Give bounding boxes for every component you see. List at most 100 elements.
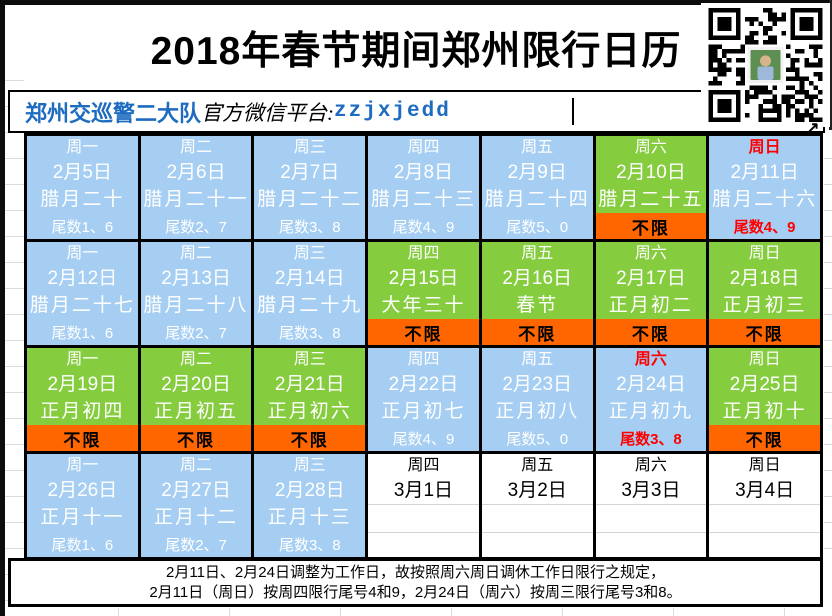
top-frame-border [0, 0, 832, 5]
date-label: 2月8日 [393, 162, 454, 183]
lunar-date-label: 正月初八 [495, 401, 580, 422]
lunar-date-label: 正月初五 [154, 401, 239, 422]
lunar-date-label: 正月初二 [608, 295, 693, 316]
date-label: 2月13日 [161, 268, 231, 289]
restriction-label: 不限 [595, 319, 707, 345]
restriction-label: 尾数4、9 [392, 430, 455, 448]
calendar-day-cell[interactable]: 周二 2月6日 腊月二十一 尾数2、7 [140, 136, 252, 239]
calendar-day-cell[interactable]: 周五 2月16日 春节 不限 [481, 242, 593, 345]
calendar-day-cell[interactable]: 周日 3月4日 [709, 454, 820, 557]
restriction-label: 尾数2、7 [165, 536, 227, 554]
lunar-date-label: 腊月二十五 [598, 189, 704, 210]
date-label: 3月3日 [621, 480, 681, 501]
weekday-label: 周四 [407, 351, 440, 368]
weekday-label: 周一 [66, 139, 99, 156]
restriction-label: 尾数1、6 [51, 324, 114, 342]
weekday-label: 周日 [748, 245, 781, 262]
restriction-label: 尾数4、9 [392, 218, 455, 236]
date-label: 2月11日 [730, 162, 799, 183]
date-label: 3月4日 [735, 480, 795, 501]
right-gridline-gutter [824, 133, 832, 560]
calendar-day-cell[interactable]: 周三 2月14日 腊月二十九 尾数3、8 [254, 242, 366, 345]
restriction-label: 尾数1、6 [51, 536, 114, 554]
calendar-day-cell[interactable]: 周四 3月1日 [368, 454, 479, 557]
calendar-day-cell[interactable]: 周四 2月8日 腊月二十三 尾数4、9 [368, 136, 479, 239]
lunar-date-label: 正月十二 [154, 507, 239, 528]
date-label: 2月16日 [502, 268, 573, 289]
lunar-date-label [595, 504, 707, 532]
calendar-day-cell[interactable]: 周六 2月17日 正月初二 不限 [595, 242, 707, 345]
weekday-label: 周三 [293, 245, 326, 262]
calendar-day-cell[interactable]: 周日 2月18日正月初三不限 [709, 242, 820, 345]
footer-note: 2月11日、2月24日调整为工作日，故按照周六周日调休工作日限行之规定， 2月1… [8, 558, 823, 607]
weekday-label: 周六 [634, 457, 667, 474]
date-label: 2月19日 [47, 374, 118, 395]
calendar-day-cell[interactable]: 周二 2月20日 正月初五 不限 [140, 348, 252, 451]
restriction-label: 不限 [481, 319, 593, 345]
wechat-banner-cell[interactable]: 郑州交巡警二大队 官方微信平台: zzjxjedd [8, 90, 825, 133]
lunar-date-label: 正月初四 [40, 401, 125, 422]
restriction-label: 不限 [709, 425, 820, 451]
lunar-date-label: 正月初三 [722, 295, 807, 316]
restriction-label: 尾数3、8 [278, 324, 341, 342]
calendar-day-cell[interactable]: 周五 2月23日 正月初八 尾数5、0 [481, 348, 593, 451]
weekday-label: 周五 [521, 457, 554, 474]
weekday-label: 周三 [293, 457, 326, 474]
calendar-day-cell[interactable]: 周二 2月27日 正月十二 尾数2、7 [140, 454, 252, 557]
calendar-day-cell[interactable]: 周三 2月21日 正月初六 不限 [254, 348, 366, 451]
lunar-date-label: 腊月二十六 [712, 189, 818, 210]
restriction-label [481, 532, 593, 557]
calendar-day-cell[interactable]: 周三 2月7日 腊月二十二 尾数3、8 [254, 136, 366, 239]
date-label: 2月18日 [729, 268, 800, 289]
calendar-day-cell[interactable]: 周三 2月28日 正月十三 尾数3、8 [254, 454, 366, 557]
lunar-date-label: 正月初七 [381, 401, 466, 422]
weekday-label: 周日 [748, 139, 781, 156]
lunar-date-label: 腊月二十七 [29, 295, 135, 316]
calendar-day-cell[interactable]: 周一 2月5日 腊月二十 尾数1、6 [27, 136, 138, 239]
date-label: 2月27日 [161, 480, 231, 501]
lunar-date-label [368, 504, 479, 532]
lunar-date-label [481, 504, 593, 532]
lunar-date-label: 正月初六 [267, 401, 352, 422]
weekday-label: 周日 [748, 351, 781, 368]
calendar-day-cell[interactable]: 周五 3月2日 [481, 454, 593, 557]
restriction-label: 尾数1、6 [51, 218, 114, 236]
restriction-label: 不限 [368, 319, 479, 345]
restriction-label: 尾数5、0 [506, 218, 569, 236]
calendar-day-cell[interactable]: 周一 2月26日 正月十一 尾数1、6 [27, 454, 138, 557]
note-line-2: 2月11日（周日）按周四限行尾号4和9，2月24日（周六）按周三限行尾号3和8。 [149, 583, 682, 601]
restriction-label: 不限 [254, 425, 366, 451]
lunar-date-label: 正月初十 [722, 401, 807, 422]
weekday-label: 周二 [180, 351, 213, 368]
qr-code-icon [701, 3, 830, 127]
lunar-date-label: 腊月二十一 [143, 189, 249, 210]
calendar-day-cell[interactable]: 周六 2月10日 腊月二十五 不限 [595, 136, 707, 239]
calendar-day-cell[interactable]: 周四 2月15日 大年三十 不限 [368, 242, 479, 345]
restriction-label: 尾数2、7 [165, 324, 227, 342]
restriction-label [709, 532, 820, 557]
weekday-label: 周五 [521, 351, 554, 368]
page-title: 2018年春节期间郑州限行日历 [150, 30, 682, 73]
calendar-day-cell[interactable]: 周一 2月12日 腊月二十七 尾数1、6 [27, 242, 138, 345]
calendar-day-cell[interactable]: 周一 2月19日 正月初四 不限 [27, 348, 138, 451]
restriction-label: 尾数4、9 [733, 218, 796, 236]
restriction-label: 尾数3、8 [278, 536, 341, 554]
text-caret [572, 98, 574, 125]
calendar-day-cell[interactable]: 周六 2月24日 正月初九 尾数3、8 [595, 348, 707, 451]
calendar-day-cell[interactable]: 周日 2月11日腊月二十六尾数4、9 [709, 136, 820, 239]
lunar-date-label: 正月十三 [267, 507, 352, 528]
date-label: 2月9日 [507, 162, 567, 183]
date-label: 2月22日 [388, 374, 459, 395]
restriction-label [368, 532, 479, 557]
date-label: 2月10日 [616, 162, 686, 183]
calendar-day-cell[interactable]: 周日 2月25日 正月初十 不限 [709, 348, 820, 451]
calendar-day-cell[interactable]: 周五 2月9日 腊月二十四 尾数5、0 [481, 136, 593, 239]
date-label: 2月24日 [616, 374, 686, 395]
calendar-day-cell[interactable]: 周六 3月3日 [595, 454, 707, 557]
weekday-label: 周五 [521, 245, 554, 262]
weekday-label: 周五 [521, 139, 554, 156]
calendar-day-cell[interactable]: 周二 2月13日 腊月二十八 尾数2、7 [140, 242, 252, 345]
right-frame-border [829, 0, 832, 130]
calendar-day-cell[interactable]: 周四 2月22日正月初七尾数4、9 [368, 348, 479, 451]
restriction-label: 不限 [709, 319, 820, 345]
